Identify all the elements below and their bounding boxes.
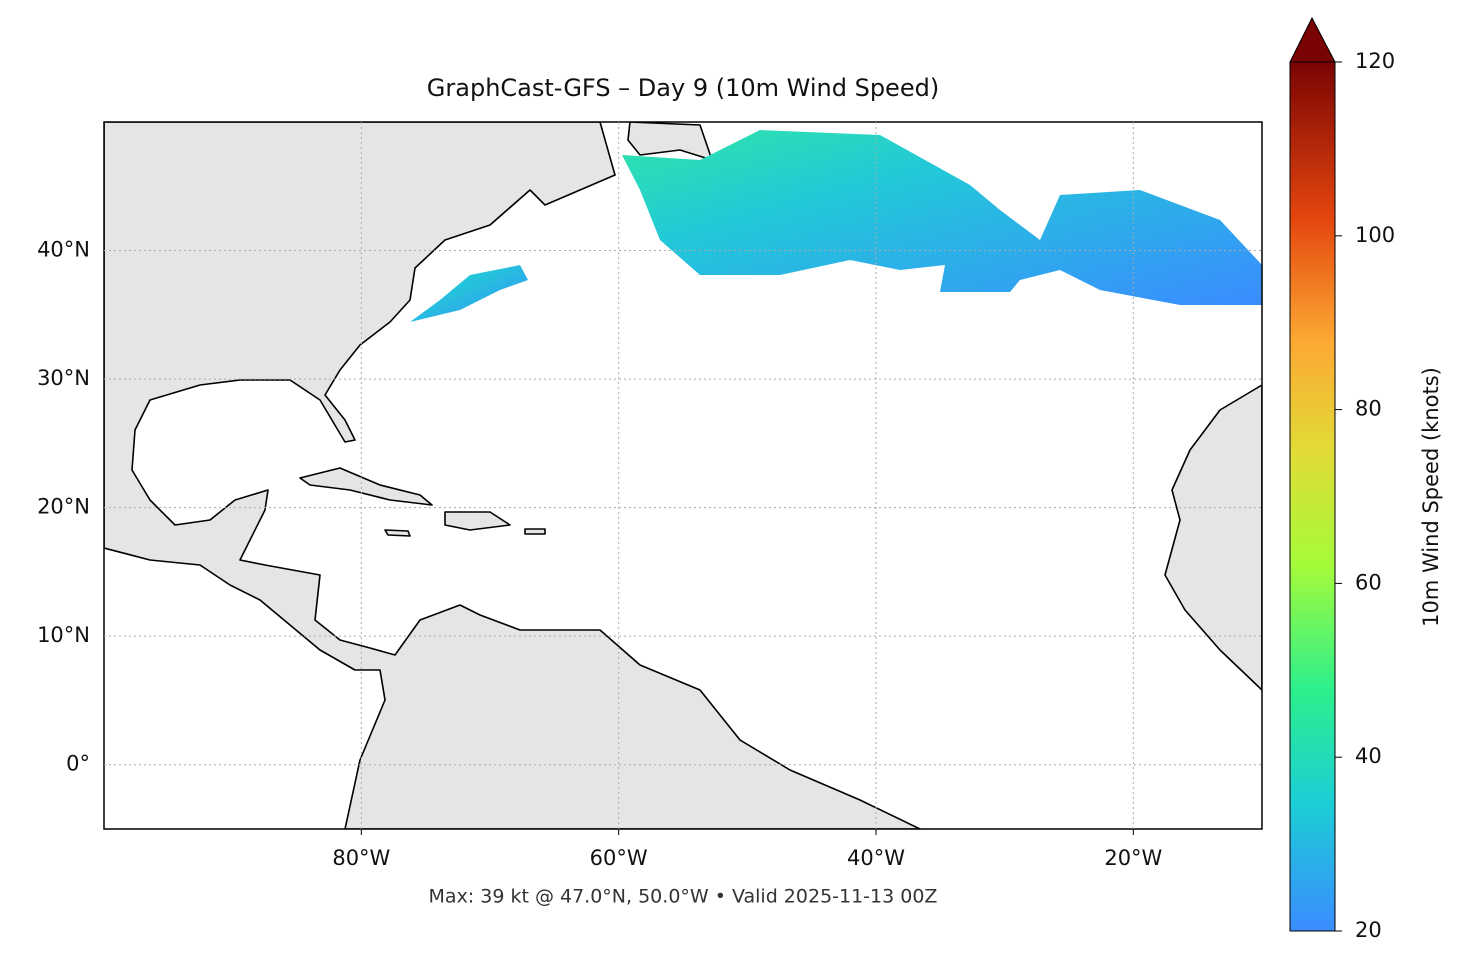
y-tick-label: 30°N [37, 366, 90, 390]
hispaniola [444, 511, 511, 531]
map-title: GraphCast-GFS – Day 9 (10m Wind Speed) [427, 74, 939, 102]
map-frame [103, 121, 1263, 830]
y-tick-label: 10°N [37, 623, 90, 647]
wind-area [622, 130, 1262, 305]
map-layers [104, 122, 1262, 829]
x-tick-label: 60°W [590, 846, 648, 870]
americas [104, 122, 921, 829]
newfoundland [627, 122, 713, 161]
cuba [299, 467, 433, 506]
y-tick-label: 20°N [37, 495, 90, 519]
colorbar-tick-label: 100 [1355, 223, 1395, 247]
colorbar-label: 10m Wind Speed (knots) [1419, 367, 1443, 627]
jamaica [384, 529, 411, 537]
colorbar-tick-label: 60 [1355, 570, 1382, 594]
puerto-rico [524, 528, 546, 535]
x-tick-label: 80°W [332, 846, 390, 870]
y-tick-label: 40°N [37, 238, 90, 262]
colorbar-tick-label: 40 [1355, 744, 1382, 768]
y-tick-label: 0° [66, 752, 90, 776]
colorbar-tick-label: 120 [1355, 49, 1395, 73]
colorbar-tick-label: 80 [1355, 397, 1382, 421]
x-tick-label: 40°W [847, 846, 905, 870]
x-tick-label: 20°W [1104, 846, 1162, 870]
wind-area [410, 265, 528, 322]
colorbar-extend [1289, 16, 1336, 63]
colorbar [1289, 61, 1336, 932]
footer: Max: 39 kt @ 47.0°N, 50.0°W • Valid 2025… [429, 886, 938, 908]
colorbar-tick-label: 20 [1355, 918, 1382, 942]
africa [1164, 384, 1262, 691]
